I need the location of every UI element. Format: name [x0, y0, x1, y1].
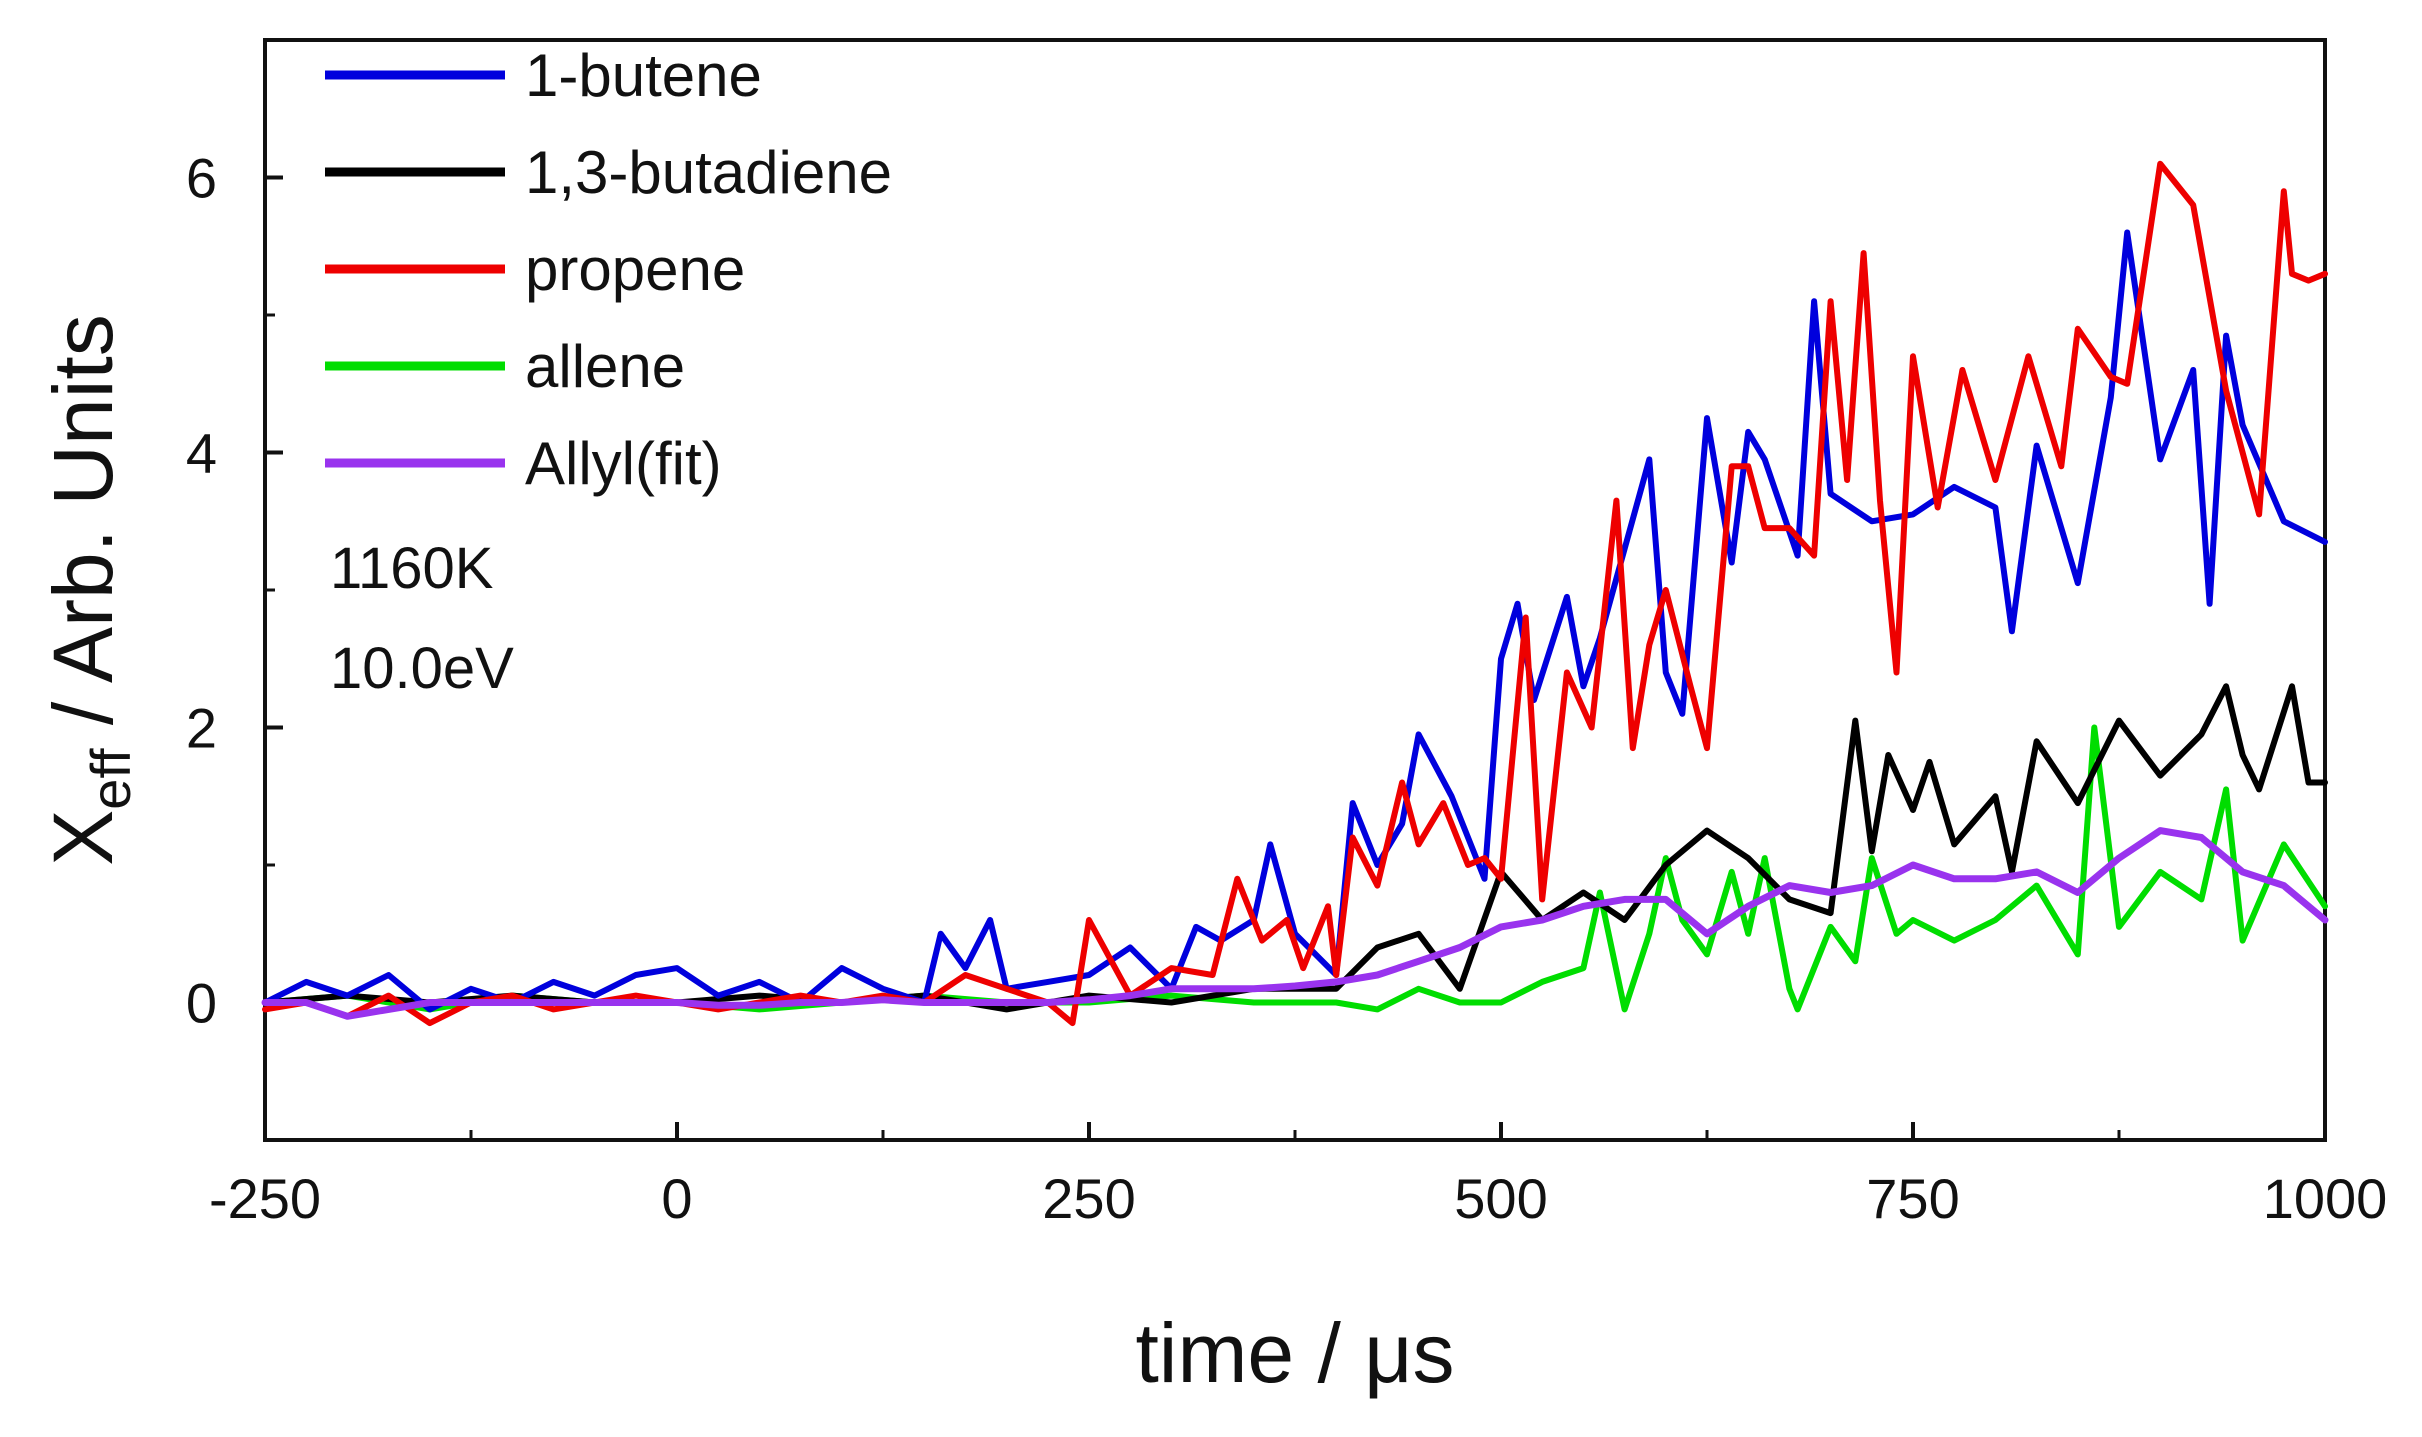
series-line-allyl-fit [261, 827, 2329, 1020]
x-axis-title: time / μs [1135, 1306, 1454, 1400]
series-line-allene [262, 724, 2328, 1013]
x-tick-label: 0 [661, 1167, 692, 1230]
y-tick-label: 0 [186, 972, 217, 1035]
x-tick-label: -250 [209, 1167, 321, 1230]
legend: 1-butene 1,3-butadiene propene allene Allyl(… [325, 42, 892, 497]
annotation-energy: 10.0eV [330, 636, 514, 701]
legend-label-1-3-butadiene: 1,3-butadiene [525, 139, 892, 206]
x-tick-label: 1000 [2263, 1167, 2388, 1230]
y-tick-label: 4 [186, 422, 217, 485]
series-line-1-butene [262, 229, 2328, 1013]
y-tick-label: 6 [186, 147, 217, 210]
y-axis-title: Xeff / Arb. Units [36, 314, 142, 865]
legend-label-allene: allene [525, 333, 685, 400]
x-tick-label: 750 [1866, 1167, 1959, 1230]
legend-label-allyl-fit: Allyl(fit) [525, 430, 722, 497]
series-line-propene [262, 160, 2328, 1027]
y-axis-title-subscript: eff [79, 748, 142, 810]
legend-label-1-butene: 1-butene [525, 42, 762, 109]
x-tick-label: 500 [1454, 1167, 1547, 1230]
legend-label-propene: propene [525, 236, 745, 303]
axis-ticks: -250 0 250 500 750 1000 0 2 4 6 [186, 38, 2388, 1230]
y-tick-label: 2 [186, 697, 217, 760]
series-layer [261, 160, 2329, 1027]
x-tick-label: 250 [1042, 1167, 1135, 1230]
series-line-1-3-butadiene [262, 683, 2328, 1013]
annotation-temperature: 1160K [330, 536, 494, 601]
